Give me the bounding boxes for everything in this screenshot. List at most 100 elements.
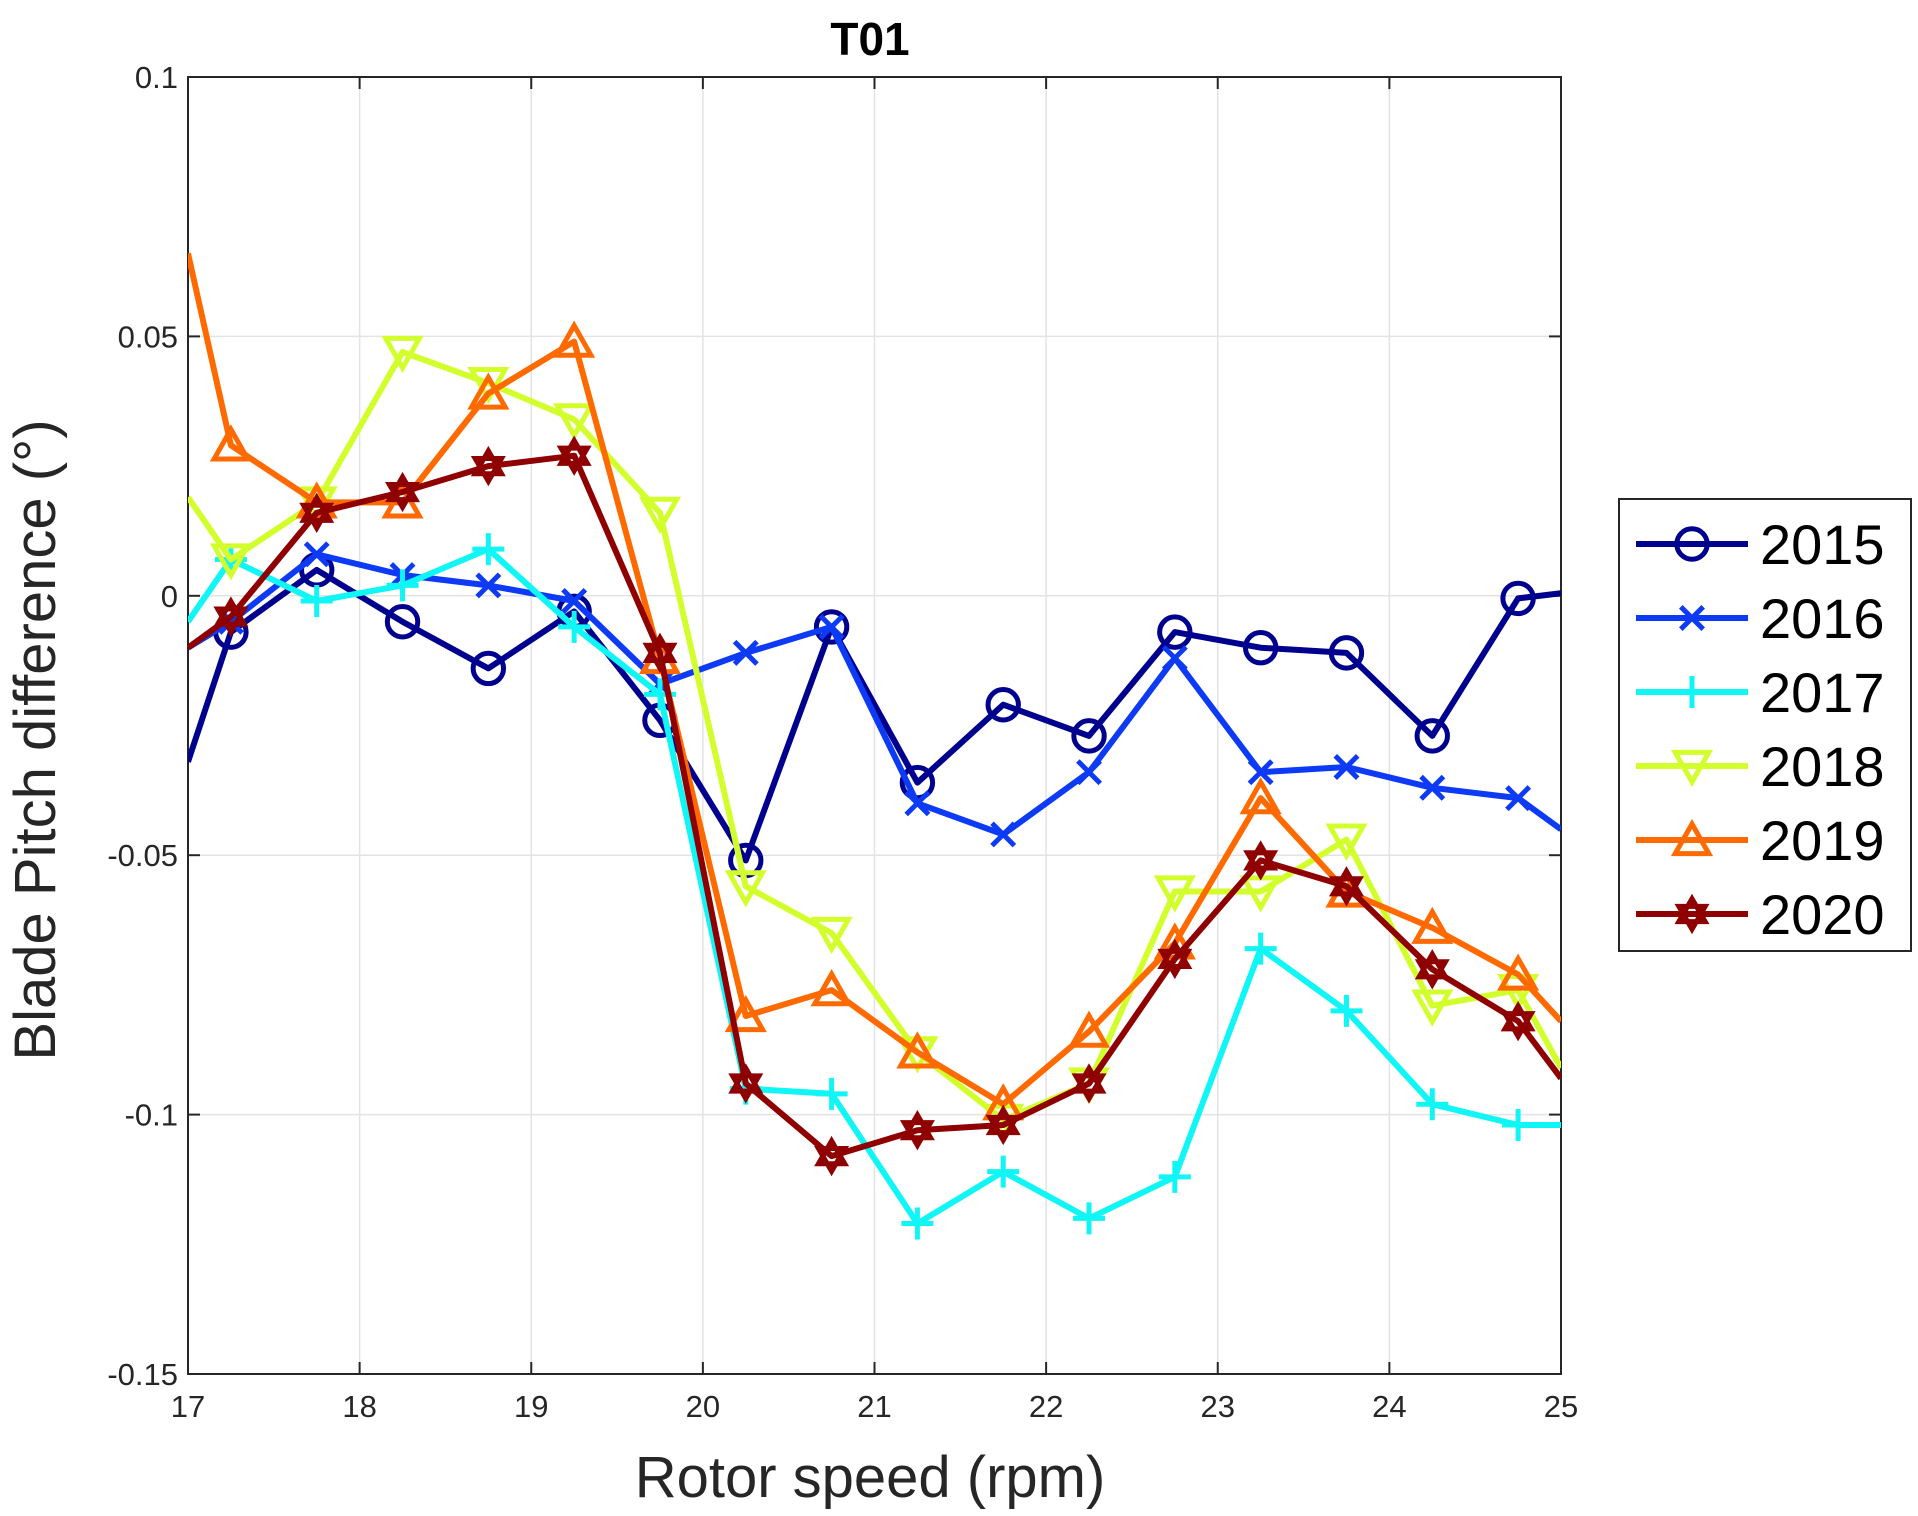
data-point <box>1500 1001 1536 1032</box>
x-tick-label: 18 <box>342 1389 376 1424</box>
data-point <box>1500 1011 1536 1042</box>
y-tick-label: 0.05 <box>118 319 178 354</box>
data-point <box>1153 875 1196 913</box>
data-point <box>381 335 424 374</box>
data-point <box>724 870 767 908</box>
data-point <box>556 435 592 466</box>
legend-label: 2017 <box>1760 661 1885 724</box>
data-point <box>1497 953 1540 991</box>
data-point <box>728 1073 764 1104</box>
y-tick-label: -0.05 <box>107 838 178 873</box>
data-point <box>1244 932 1277 965</box>
data-point <box>815 1077 848 1110</box>
data-point <box>638 496 682 534</box>
data-point <box>1505 785 1532 812</box>
data-point <box>1414 718 1450 754</box>
data-point <box>985 1104 1021 1136</box>
y-axis-label: Blade Pitch difference (°) <box>3 419 68 1060</box>
data-point <box>1157 938 1193 970</box>
data-point <box>810 916 853 955</box>
data-point <box>1071 718 1107 754</box>
data-point <box>899 1120 935 1151</box>
legend-item-2018: 2018 <box>1636 735 1885 798</box>
data-point <box>470 650 507 687</box>
data-point <box>1333 754 1360 780</box>
data-point <box>1242 629 1279 666</box>
data-point <box>1328 866 1364 897</box>
legend: 2015 2016 2017 2018 2019 2020 <box>1618 498 1912 952</box>
x-tick-label: 22 <box>1029 1389 1063 1424</box>
data-point <box>896 1031 939 1069</box>
series-2020 <box>188 435 1561 1177</box>
data-point <box>556 445 592 476</box>
x-tick-label: 25 <box>1544 1389 1578 1424</box>
data-point <box>814 1146 850 1177</box>
data-point <box>467 372 510 410</box>
data-point <box>1067 1010 1111 1048</box>
legend-label: 2019 <box>1760 809 1885 872</box>
data-point <box>475 572 502 599</box>
x-tick-label: 20 <box>686 1389 720 1424</box>
data-point <box>300 584 333 617</box>
data-point <box>1071 1063 1107 1094</box>
data-point <box>1670 749 1714 788</box>
x-tick-labels: 17 18 19 20 21 22 23 24 25 <box>171 1389 1578 1424</box>
data-point <box>1676 676 1708 708</box>
data-point <box>1076 759 1102 786</box>
data-point <box>303 541 330 568</box>
data-point <box>299 492 335 523</box>
data-point <box>299 502 335 533</box>
data-point <box>1239 777 1282 815</box>
data-point <box>1674 526 1710 562</box>
data-point <box>987 1155 1020 1188</box>
legend-label: 2015 <box>1760 513 1885 576</box>
data-point <box>1674 903 1710 935</box>
x-tick-label: 23 <box>1201 1389 1235 1424</box>
data-point <box>990 821 1017 848</box>
data-point <box>724 994 767 1033</box>
data-point <box>553 403 596 441</box>
data-point <box>1161 645 1188 672</box>
data-point <box>213 596 249 627</box>
data-point <box>813 609 850 645</box>
series-line <box>188 349 1561 1123</box>
data-point <box>472 533 505 566</box>
legend-box <box>1618 498 1912 952</box>
data-point <box>209 543 252 581</box>
y-tick-labels: -0.15 -0.1 -0.05 0 0.05 0.1 <box>107 60 178 1392</box>
chart-title: T01 <box>830 13 909 65</box>
data-point <box>384 604 421 640</box>
data-point <box>1414 959 1450 990</box>
y-tick-label: 0 <box>161 579 178 614</box>
data-point <box>1500 580 1536 617</box>
data-point <box>728 1063 764 1094</box>
data-point <box>1414 949 1450 980</box>
x-tick-label: 24 <box>1372 1389 1406 1424</box>
series-line <box>188 452 1561 1160</box>
data-point <box>904 790 931 817</box>
data-point <box>642 642 678 674</box>
data-point <box>899 1109 935 1141</box>
legend-item-2019: 2019 <box>1636 809 1885 872</box>
data-point <box>1157 948 1193 980</box>
data-point <box>558 610 591 643</box>
data-point <box>1243 840 1279 871</box>
y-tick-label: 0.1 <box>135 60 178 95</box>
data-point <box>1157 614 1193 650</box>
data-point <box>1416 1088 1449 1121</box>
data-point <box>818 613 845 640</box>
data-point <box>1670 818 1714 857</box>
y-tick-label: -0.15 <box>107 1357 178 1392</box>
data-point <box>213 606 249 637</box>
data-point <box>1679 605 1705 631</box>
data-point <box>1411 989 1454 1027</box>
data-point <box>732 639 759 666</box>
legend-item-2020: 2020 <box>1636 883 1885 946</box>
data-point <box>561 588 588 614</box>
data-point <box>1247 759 1274 786</box>
data-point <box>470 456 506 487</box>
data-point <box>386 569 419 602</box>
series-layer <box>188 252 1561 1240</box>
data-point <box>1158 1160 1191 1193</box>
